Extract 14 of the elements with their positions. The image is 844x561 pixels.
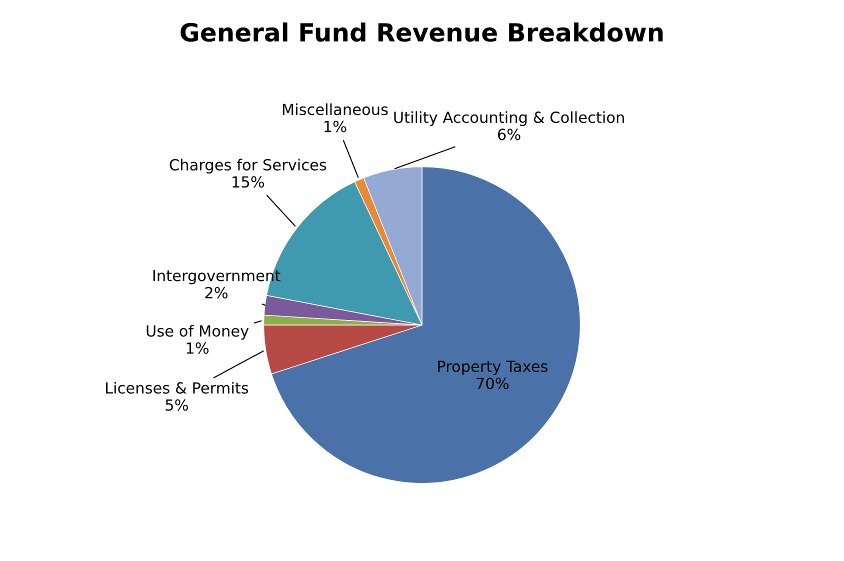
slice-label: Property Taxes [438,360,548,376]
data-label: 70% [476,378,509,390]
slice-label: Utility Accounting & Collection [394,111,624,126]
slice-label: Use of Money [146,324,249,340]
data-label: 2% [205,286,228,298]
data-label: 1% [324,120,346,132]
data-label: 6% [498,128,520,140]
data-label: 1% [186,342,209,354]
data-label: 5% [166,399,188,411]
data-label: 15% [232,176,264,188]
slice-label: Licenses & Permits [106,382,248,394]
slice-label: Miscellaneous [282,103,388,116]
slice-label: Charges for Services [170,158,326,174]
chart-title: General Fund Revenue Breakdown [180,22,663,42]
